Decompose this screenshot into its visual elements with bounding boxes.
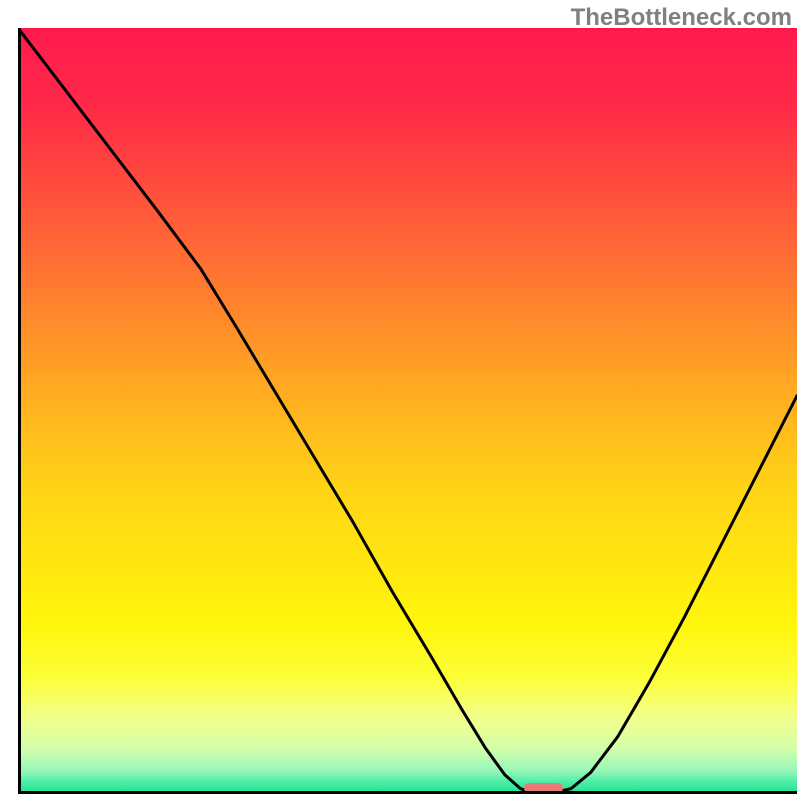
plot-area — [18, 28, 797, 794]
watermark-text: TheBottleneck.com — [571, 4, 792, 32]
chart-container: TheBottleneck.com — [0, 0, 800, 800]
axis-bottom — [18, 791, 797, 794]
axis-left — [18, 28, 21, 794]
bottleneck-curve — [18, 28, 797, 794]
